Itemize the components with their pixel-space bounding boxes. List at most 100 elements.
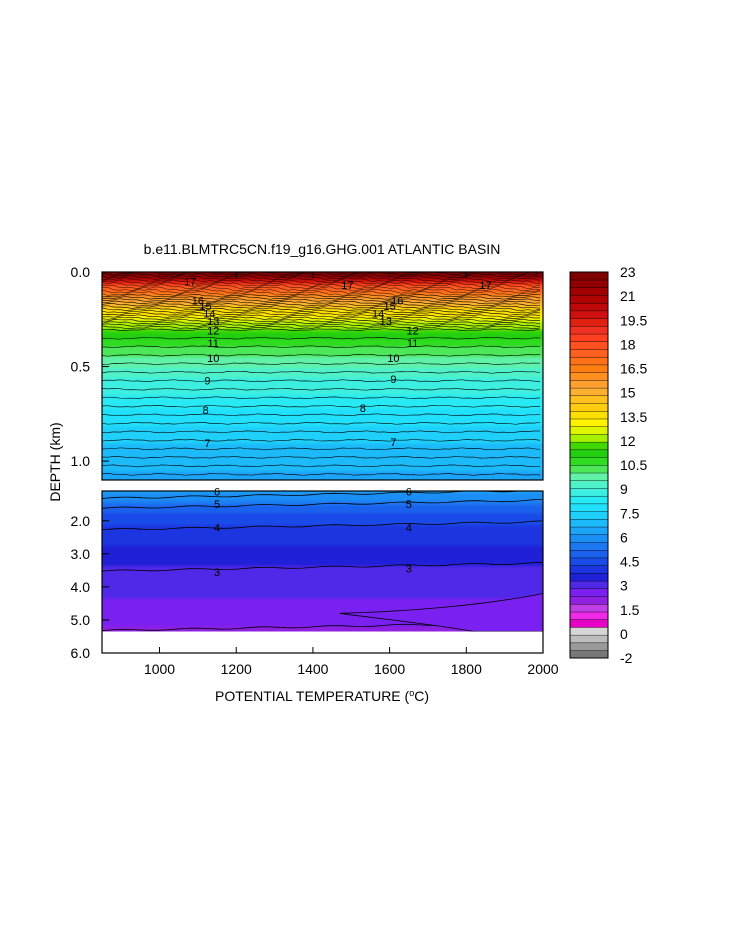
- contour-line: [102, 307, 541, 312]
- colorbar-swatch: [569, 518, 609, 528]
- lower-panel-frame: [101, 490, 544, 654]
- contour-line: [102, 413, 541, 417]
- y-tick-label: 0.0: [71, 264, 91, 280]
- contour-label: 11: [407, 338, 418, 350]
- colorbar-swatch: [569, 341, 609, 350]
- colorbar-swatch: [569, 310, 609, 319]
- colorbar-swatch: [569, 480, 609, 489]
- colorbar-label: 6: [620, 529, 628, 545]
- colorbar-label: 19.5: [620, 312, 647, 328]
- seafloor-mask: [102, 631, 543, 653]
- contour-label: 12: [207, 326, 219, 338]
- contour-line: [102, 318, 540, 323]
- colorbar-swatch: [569, 588, 609, 597]
- colorbar-label: 13.5: [620, 409, 647, 425]
- colorbar-swatch: [569, 580, 609, 590]
- contour-label: 17: [184, 276, 196, 288]
- contour-line: [102, 309, 541, 314]
- colorbar-swatch: [569, 495, 609, 505]
- contour-label: 10: [207, 353, 219, 365]
- contour-label: 8: [360, 403, 366, 415]
- contour-line: [102, 323, 541, 327]
- lower-panel: [101, 490, 544, 654]
- colorbar-label: 1.5: [620, 602, 640, 618]
- contour-line: [102, 314, 541, 318]
- x-axis-label: POTENTIAL TEMPERATURE (oC): [215, 688, 429, 704]
- contour-label: 13: [380, 316, 392, 328]
- contour-line: [102, 345, 541, 349]
- chart-title: b.e11.BLMTRC5CN.f19_g16.GHG.001 ATLANTIC…: [144, 241, 501, 257]
- contour-label: 17: [341, 280, 353, 292]
- contour-line: [102, 499, 543, 509]
- contour-label: 8: [202, 405, 208, 417]
- contour-line: [102, 464, 540, 468]
- colorbar-swatch: [569, 403, 609, 412]
- y-tick-label: 6.0: [71, 645, 91, 661]
- contour-line: [102, 298, 541, 303]
- colorbar-swatch: [569, 650, 609, 659]
- contour-line: [102, 455, 541, 459]
- contour-line: [102, 321, 541, 325]
- contour-line: [102, 300, 541, 305]
- upper-panel: [101, 271, 544, 481]
- colorbar-swatch: [569, 364, 609, 373]
- contour-line: [102, 279, 541, 285]
- colorbar: 23 21 19.5 18 16.5 15 13.5 12 10.5 9 7.5 6 4.5 3 1.5 0 -…: [569, 264, 647, 666]
- colorbar-label: 12: [620, 433, 636, 449]
- colorbar-swatch: [569, 572, 609, 582]
- colorbar-frame: [569, 271, 609, 659]
- x-tick-label: 1600: [374, 661, 405, 677]
- colorbar-swatch: [569, 387, 609, 397]
- contour-line: [102, 379, 541, 383]
- colorbar-swatch: [569, 526, 609, 535]
- colorbar-label: 3: [620, 578, 628, 594]
- contour-line: [102, 325, 541, 330]
- contour-line: [102, 328, 541, 332]
- colorbar-swatch: [569, 642, 609, 651]
- contour-line: [102, 286, 541, 292]
- contour-line: [102, 491, 524, 499]
- colorbar-label: 23: [620, 264, 636, 280]
- colorbar-label: 4.5: [620, 554, 640, 570]
- contour-label: 3: [214, 567, 220, 579]
- colorbar-swatch: [569, 279, 609, 288]
- colorbar-swatch: [569, 611, 609, 620]
- contour-line: [102, 353, 541, 357]
- contour-label: 12: [406, 326, 418, 338]
- contour-label: 9: [390, 374, 396, 386]
- contour-line: [102, 520, 543, 531]
- contour-line: [102, 370, 541, 374]
- contour-line: [102, 421, 541, 425]
- colorbar-label: 0: [620, 626, 628, 642]
- colorbar-label: 10.5: [620, 457, 647, 473]
- contour-label: 6: [214, 487, 220, 499]
- contour-line: [102, 316, 541, 321]
- contour-label: 14: [372, 309, 384, 321]
- contour-label: 4: [214, 522, 220, 534]
- colorbar-swatch: [569, 472, 609, 481]
- y-axis-label: DEPTH (km): [47, 422, 63, 501]
- contour-line: [102, 438, 541, 442]
- contour-label: 16: [391, 295, 403, 307]
- colorbar-swatch: [569, 349, 609, 358]
- colorbar-swatch: [569, 457, 609, 466]
- colorbar-swatch: [569, 596, 609, 605]
- colorbar-swatch: [569, 302, 609, 312]
- colorbar-swatch: [569, 410, 609, 420]
- contour-line: [102, 404, 541, 408]
- contour-label: 16: [192, 295, 204, 307]
- colorbar-swatch: [569, 449, 609, 458]
- contour-label: 9: [204, 376, 210, 388]
- contour-line: [102, 311, 541, 316]
- y-tick-label: 5.0: [71, 612, 91, 628]
- contour-line: [102, 293, 541, 298]
- contour-line: [102, 302, 541, 307]
- contour-line: [102, 272, 540, 276]
- x-tick-label: 1800: [451, 661, 482, 677]
- contour-line: [102, 283, 541, 290]
- colorbar-label: 21: [620, 288, 636, 304]
- colorbar-swatch: [569, 271, 609, 281]
- colorbar-swatch: [569, 549, 609, 559]
